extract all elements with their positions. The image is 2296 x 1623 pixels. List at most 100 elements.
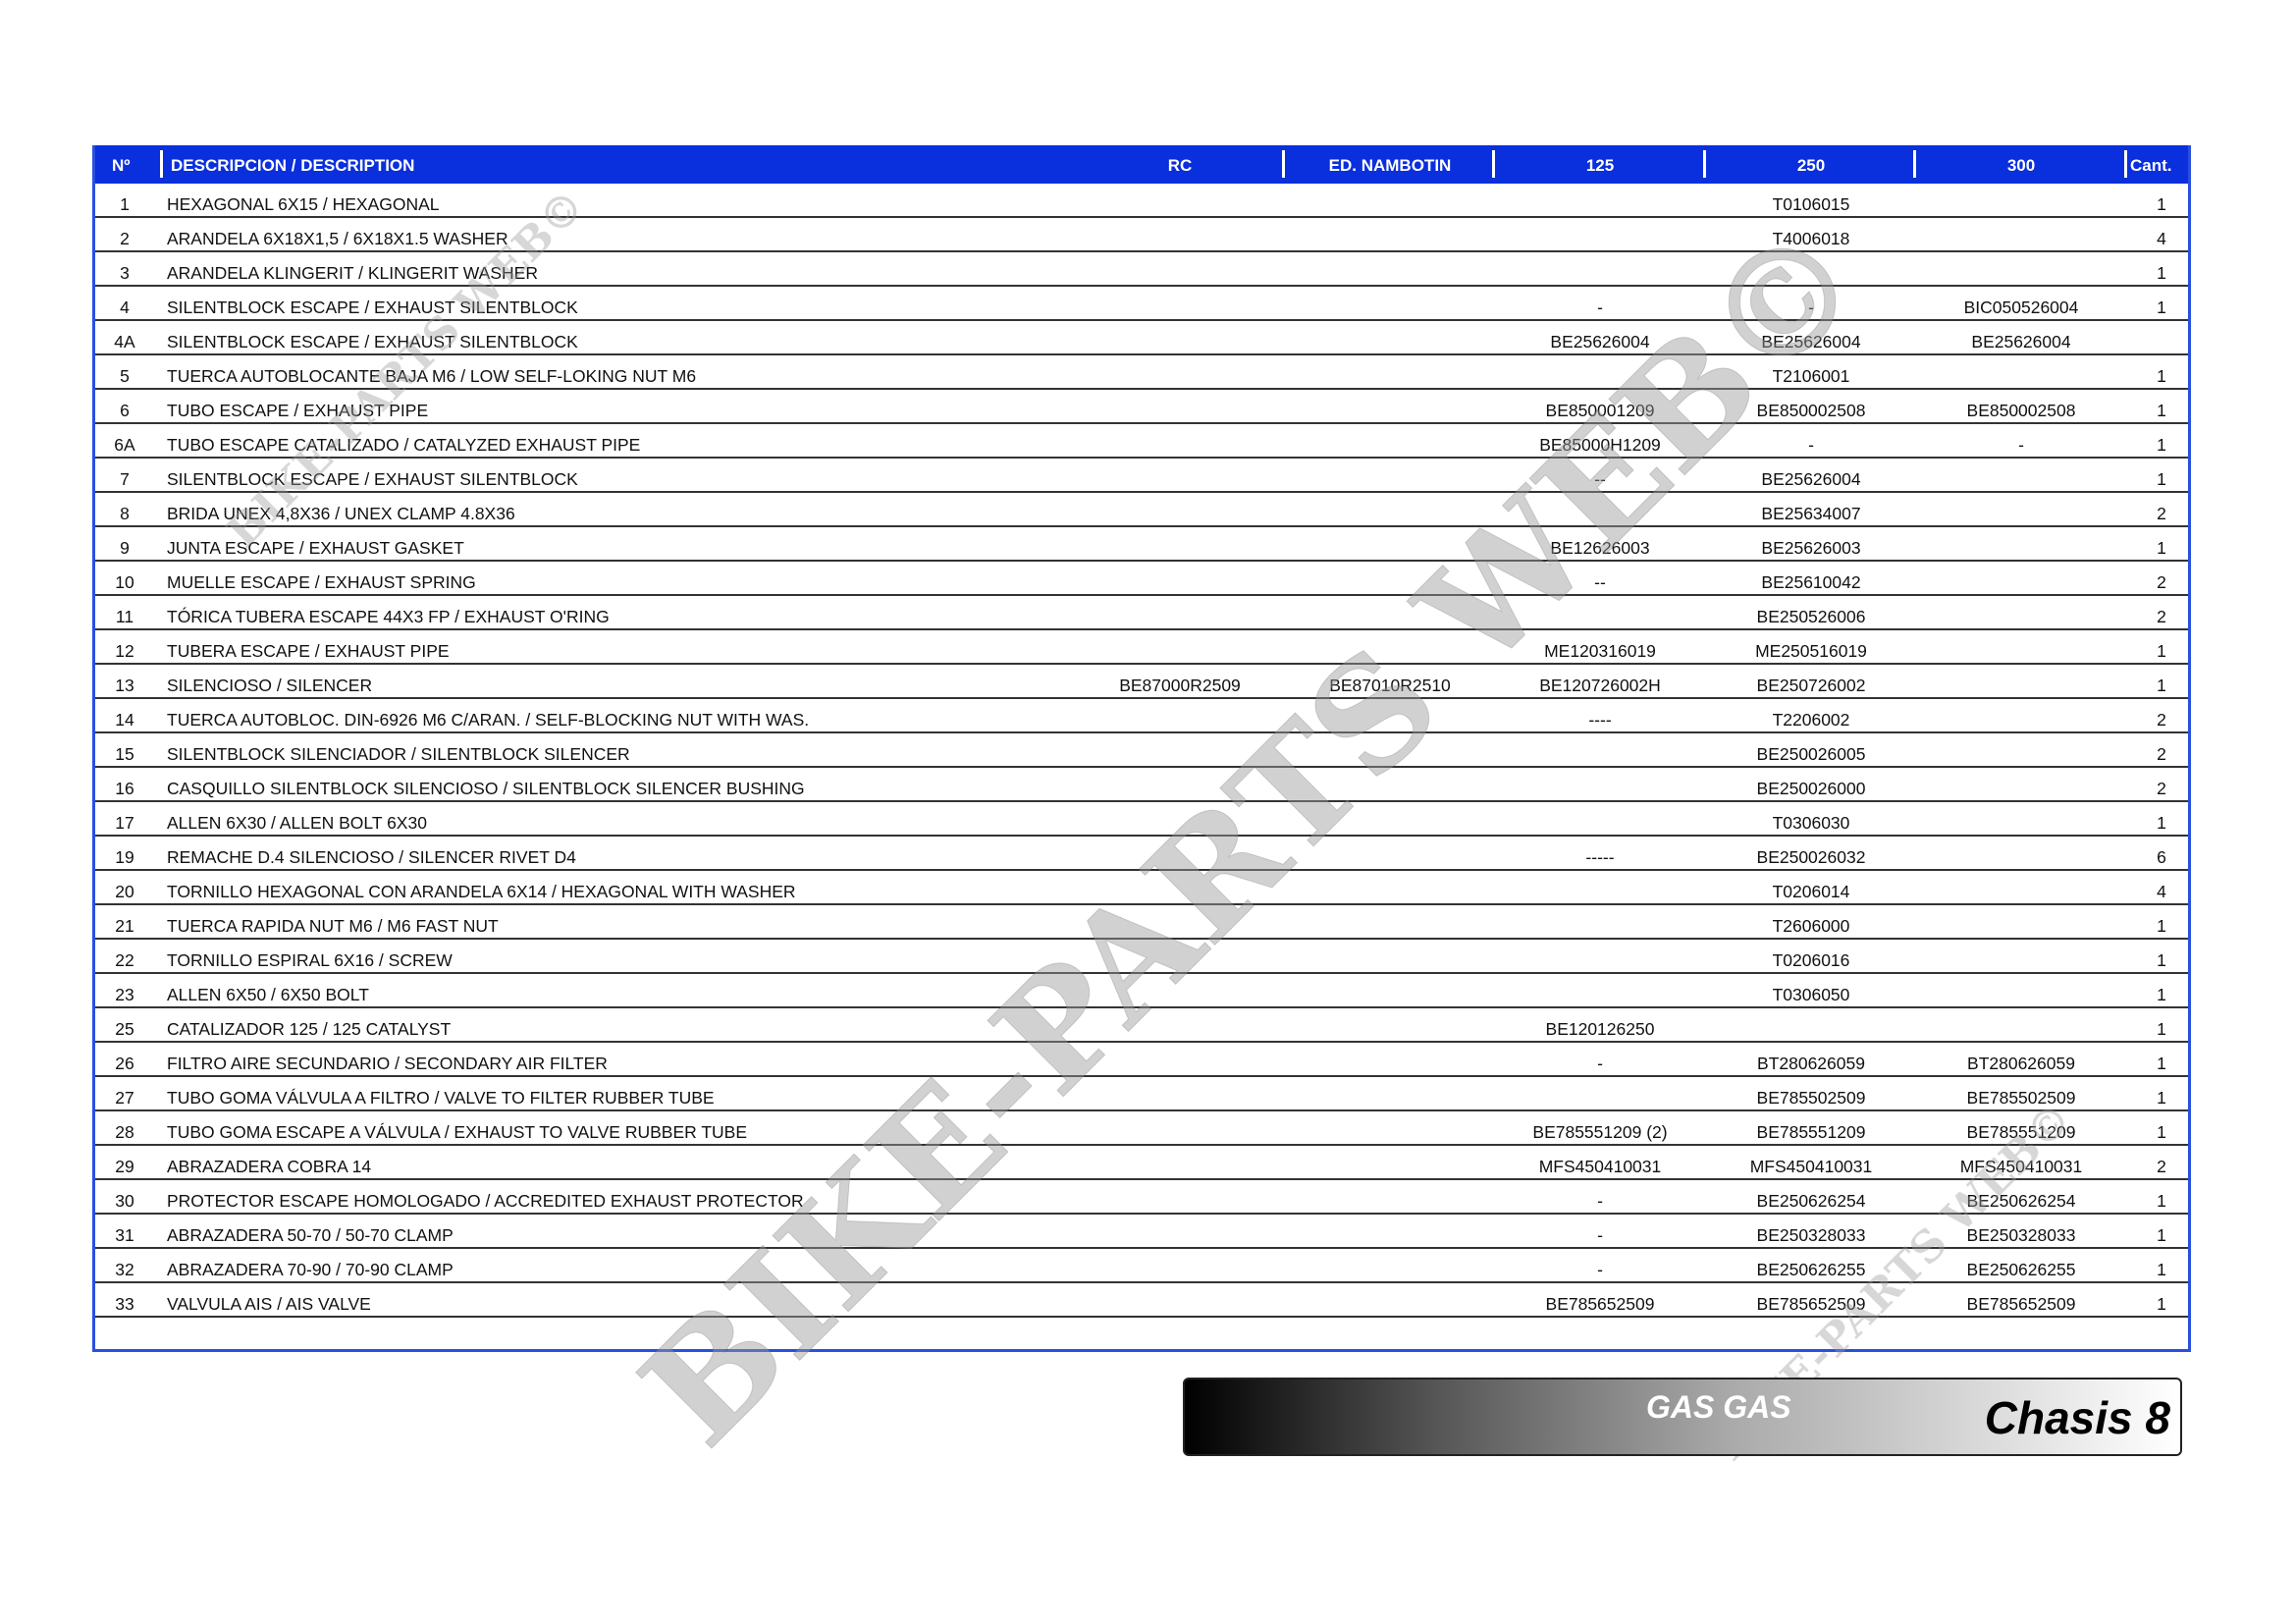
- cell-desc: ALLEN 6X50 / 6X50 BOLT: [167, 985, 369, 1004]
- cell-c250: T0206016: [1772, 950, 1850, 970]
- cell-ed: [1285, 871, 1495, 903]
- cell-qty: 1: [2157, 1019, 2166, 1039]
- cell-c125: [1495, 355, 1705, 388]
- cell-c125: ME120316019: [1544, 641, 1656, 661]
- cell-qty: [2132, 321, 2191, 353]
- cell-desc: SILENTBLOCK ESCAPE / EXHAUST SILENTBLOCK: [167, 469, 578, 489]
- cell-c125: [1495, 768, 1705, 800]
- cell-desc: SILENTBLOCK ESCAPE / EXHAUST SILENTBLOCK: [167, 332, 578, 352]
- cell-no: 2: [120, 229, 130, 248]
- cell-c300: -: [2018, 435, 2024, 455]
- table-row: 21 TUERCA RAPIDA NUT M6 / M6 FAST NUT T260…: [95, 905, 2188, 940]
- cell-c125: [1495, 1077, 1705, 1109]
- cell-rc: [1075, 562, 1285, 594]
- cell-c125: BE25626004: [1550, 332, 1650, 352]
- cell-c300: [1916, 562, 2126, 594]
- cell-c250: BE850002508: [1756, 401, 1866, 420]
- cell-c250: [1706, 1008, 1916, 1041]
- cell-c250: BE25626004: [1761, 469, 1861, 489]
- cell-c250: T0306030: [1772, 813, 1850, 833]
- cell-c125: BE85000H1209: [1539, 435, 1661, 455]
- footer-banner: GAS GAS Chasis 8: [1183, 1378, 2182, 1456]
- cell-qty: 2: [2157, 607, 2166, 626]
- cell-c250: -: [1808, 435, 1814, 455]
- cell-desc: TUBO ESCAPE / EXHAUST PIPE: [167, 401, 429, 420]
- cell-c300: [1916, 218, 2126, 250]
- cell-no: 15: [115, 744, 134, 764]
- header-divider: [1703, 150, 1706, 178]
- cell-qty: 1: [2157, 916, 2166, 936]
- cell-rc: [1075, 974, 1285, 1006]
- cell-c300: [1916, 630, 2126, 663]
- cell-qty: 2: [2157, 710, 2166, 730]
- cell-qty: 1: [2157, 1054, 2166, 1073]
- cell-c125: [1495, 905, 1705, 938]
- cell-c125: -----: [1585, 847, 1615, 867]
- cell-qty: 1: [2157, 1225, 2166, 1245]
- cell-c300: [1916, 665, 2126, 697]
- cell-ed: [1285, 1146, 1495, 1178]
- cell-ed: [1285, 1180, 1495, 1213]
- cell-c250: T0306050: [1772, 985, 1850, 1004]
- cell-c300: BT280626059: [1967, 1054, 2075, 1073]
- cell-c125: BE785652509: [1545, 1294, 1655, 1314]
- cell-ed: [1285, 321, 1495, 353]
- table-row: 20 TORNILLO HEXAGONAL CON ARANDELA 6X14 /…: [95, 871, 2188, 905]
- cell-no: 8: [120, 504, 130, 523]
- table-row: 15 SILENTBLOCK SILENCIADOR / SILENTBLOCK …: [95, 733, 2188, 768]
- cell-c125: [1495, 218, 1705, 250]
- cell-desc: BRIDA UNEX 4,8X36 / UNEX CLAMP 4.8X36: [167, 504, 515, 523]
- cell-c300: BE250626255: [1966, 1260, 2076, 1279]
- cell-desc: TÓRICA TUBERA ESCAPE 44X3 FP / EXHAUST O…: [167, 607, 610, 626]
- cell-c125: -: [1597, 1225, 1603, 1245]
- cell-desc: ABRAZADERA COBRA 14: [167, 1157, 372, 1176]
- cell-rc: [1075, 1249, 1285, 1281]
- cell-c300: BE785502509: [1966, 1088, 2076, 1108]
- cell-qty: 1: [2157, 1191, 2166, 1211]
- cell-no: 9: [120, 538, 130, 558]
- table-row: 6 TUBO ESCAPE / EXHAUST PIPE BE850001209 BE…: [95, 390, 2188, 424]
- cell-ed: [1285, 940, 1495, 972]
- cell-desc: SILENTBLOCK ESCAPE / EXHAUST SILENTBLOCK: [167, 298, 578, 317]
- cell-c125: BE120726002H: [1539, 676, 1661, 695]
- cell-no: 17: [115, 813, 134, 833]
- cell-qty: 1: [2157, 985, 2166, 1004]
- cell-rc: [1075, 390, 1285, 422]
- cell-c125: BE120126250: [1545, 1019, 1655, 1039]
- cell-rc: [1075, 218, 1285, 250]
- table-row: 29 ABRAZADERA COBRA 14 MFS450410031 MFS4504…: [95, 1146, 2188, 1180]
- cell-rc: [1075, 459, 1285, 491]
- cell-c300: [1916, 974, 2126, 1006]
- cell-c300: BE250328033: [1966, 1225, 2076, 1245]
- cell-c125: ----: [1588, 710, 1612, 730]
- cell-ed: [1285, 459, 1495, 491]
- table-row: 27 TUBO GOMA VÁLVULA A FILTRO / VALVE TO …: [95, 1077, 2188, 1111]
- cell-c250: BE250626255: [1756, 1260, 1866, 1279]
- cell-no: 4A: [114, 332, 135, 352]
- table-row: 3 ARANDELA KLINGERIT / KLINGERIT WASHER 1: [95, 252, 2188, 287]
- parts-table: Nº DESCRIPCION / DESCRIPTION RC ED. NAMB…: [92, 145, 2191, 1352]
- cell-ed: [1285, 1077, 1495, 1109]
- cell-rc: [1075, 768, 1285, 800]
- cell-no: 16: [115, 779, 134, 798]
- table-row: 6A TUBO ESCAPE CATALIZADO / CATALYZED EXH…: [95, 424, 2188, 459]
- cell-c125: [1495, 802, 1705, 835]
- cell-qty: 1: [2157, 435, 2166, 455]
- cell-rc: [1075, 1283, 1285, 1316]
- table-row: 23 ALLEN 6X50 / 6X50 BOLT T0306050 1: [95, 974, 2188, 1008]
- cell-ed: [1285, 355, 1495, 388]
- cell-desc: TUBO GOMA VÁLVULA A FILTRO / VALVE TO FI…: [167, 1088, 715, 1108]
- cell-c125: [1495, 252, 1705, 285]
- cell-no: 10: [115, 572, 134, 592]
- cell-no: 25: [115, 1019, 134, 1039]
- cell-rc: [1075, 630, 1285, 663]
- cell-c250: BE25634007: [1761, 504, 1861, 523]
- cell-no: 11: [115, 607, 134, 626]
- cell-rc: [1075, 1043, 1285, 1075]
- brand-label: GAS GAS: [1646, 1389, 1791, 1425]
- cell-qty: 1: [2157, 263, 2166, 283]
- cell-qty: 2: [2157, 504, 2166, 523]
- cell-qty: 1: [2157, 676, 2166, 695]
- cell-ed: [1285, 596, 1495, 628]
- cell-c125: BE850001209: [1545, 401, 1655, 420]
